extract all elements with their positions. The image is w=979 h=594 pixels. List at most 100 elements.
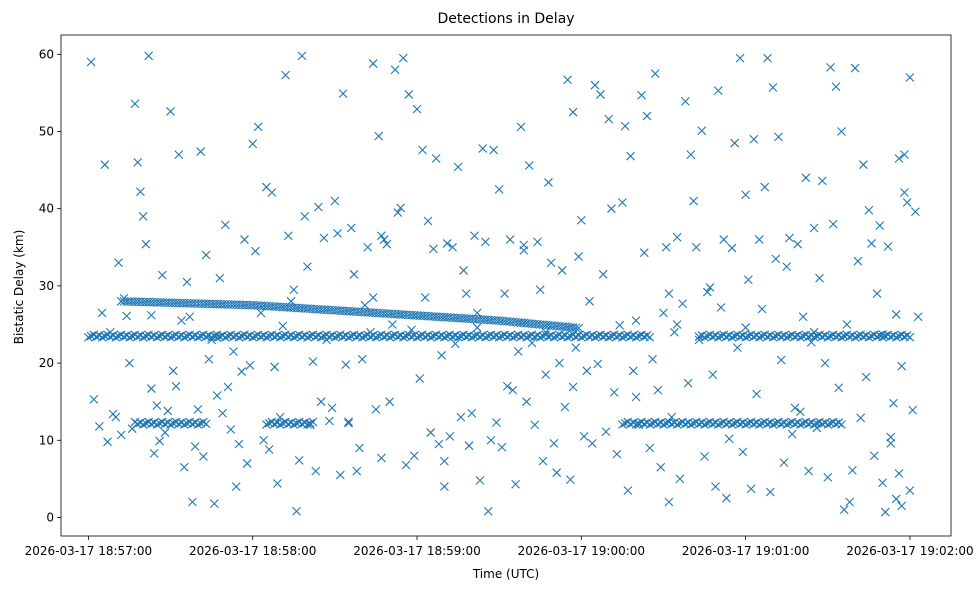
scatter-point xyxy=(467,408,477,418)
scatter-point xyxy=(886,432,896,442)
y-tick-label: 0 xyxy=(46,510,54,524)
scatter-point xyxy=(519,245,529,255)
scatter-point xyxy=(686,150,696,160)
scatter-point xyxy=(735,53,745,63)
scatter-point xyxy=(270,362,279,372)
scatter-point xyxy=(426,428,436,437)
scatter-point xyxy=(631,316,641,326)
scatter-point xyxy=(609,388,619,397)
scatter-point xyxy=(294,455,304,465)
scatter-point xyxy=(817,176,827,186)
scatter-point xyxy=(776,355,786,365)
y-tick-label: 30 xyxy=(39,279,54,293)
scatter-point xyxy=(220,220,230,230)
scatter-point xyxy=(850,63,860,73)
scatter-point xyxy=(218,408,227,418)
scatter-point xyxy=(897,361,907,371)
x-tick-label: 2026-03-17 18:58:00 xyxy=(189,544,316,558)
scatter-point xyxy=(494,332,504,342)
scatter-point xyxy=(568,382,578,392)
scatter-point xyxy=(607,204,616,214)
scatter-point xyxy=(456,412,466,422)
scatter-point xyxy=(782,262,792,271)
scatter-point xyxy=(308,357,318,366)
scatter-point xyxy=(743,275,753,285)
scatter-point xyxy=(368,293,378,302)
scatter-point xyxy=(327,403,337,413)
scatter-point xyxy=(741,190,751,200)
scatter-point xyxy=(533,237,542,247)
scatter-point xyxy=(185,312,195,322)
scatter-point xyxy=(911,207,920,217)
scatter-point xyxy=(470,231,479,241)
scatter-point xyxy=(275,332,285,342)
scatter-point xyxy=(645,332,655,342)
scatter-point xyxy=(116,430,126,440)
scatter-point xyxy=(659,308,668,318)
scatter-point xyxy=(749,134,759,144)
scatter-point xyxy=(557,266,567,275)
scatter-point xyxy=(341,360,351,370)
scatter-point xyxy=(289,420,299,429)
scatter-point xyxy=(97,308,107,318)
scatter-point xyxy=(705,283,715,292)
scatter-point xyxy=(316,397,326,407)
scatter-point xyxy=(541,370,551,380)
scatter-point xyxy=(546,258,556,268)
scatter-point xyxy=(166,107,175,116)
scatter-point xyxy=(563,332,573,342)
scatter-point xyxy=(560,402,570,412)
scatter-point xyxy=(790,403,800,413)
scatter-point xyxy=(891,494,901,504)
scatter-point xyxy=(111,412,121,422)
scatter-point xyxy=(878,478,887,488)
scatter-point xyxy=(248,332,258,342)
scatter-point xyxy=(138,420,148,429)
scatter-point xyxy=(396,203,405,213)
scatter-point xyxy=(530,420,540,430)
scatter-point xyxy=(404,90,414,99)
scatter-point xyxy=(823,420,833,429)
scatter-point xyxy=(716,303,726,312)
scatter-point xyxy=(576,215,586,225)
scatter-point xyxy=(344,418,353,428)
scatter-point xyxy=(700,332,709,342)
scatter-point xyxy=(179,332,189,342)
scatter-point xyxy=(754,332,764,342)
scatter-point xyxy=(664,289,674,298)
scatter-point xyxy=(415,374,425,383)
scatter-point xyxy=(694,335,704,345)
scatter-point xyxy=(809,327,819,337)
scatter-point xyxy=(675,474,685,484)
scatter-point xyxy=(481,332,490,342)
scatter-point xyxy=(377,231,386,241)
scatter-point xyxy=(248,139,258,149)
scatter-point xyxy=(604,332,614,342)
scatter-point xyxy=(86,57,96,67)
scatter-point xyxy=(631,392,641,402)
scatter-point xyxy=(508,332,518,342)
scatter-point xyxy=(179,420,189,429)
scatter-point xyxy=(754,235,764,244)
scatter-point xyxy=(837,127,846,136)
scatter-point xyxy=(492,418,501,427)
scatter-point xyxy=(368,59,378,68)
scatter-point xyxy=(760,182,770,192)
scatter-point xyxy=(837,332,846,342)
scatter-point xyxy=(549,438,559,448)
scatter-point xyxy=(256,308,266,318)
scatter-point xyxy=(856,413,866,423)
scatter-point xyxy=(900,188,909,197)
y-axis-ticks: 0 10 20 30 40 50 60 xyxy=(39,47,61,524)
scatter-point xyxy=(437,350,447,360)
scatter-point xyxy=(894,154,904,163)
scatter-point xyxy=(174,150,184,160)
scatter-point xyxy=(344,417,353,427)
scatter-point xyxy=(779,458,789,468)
scatter-point xyxy=(275,420,285,429)
scatter-point xyxy=(667,412,677,422)
scatter-point xyxy=(727,243,737,253)
scatter-point xyxy=(97,332,107,342)
scatter-point xyxy=(689,196,698,206)
scatter-point xyxy=(650,69,660,78)
